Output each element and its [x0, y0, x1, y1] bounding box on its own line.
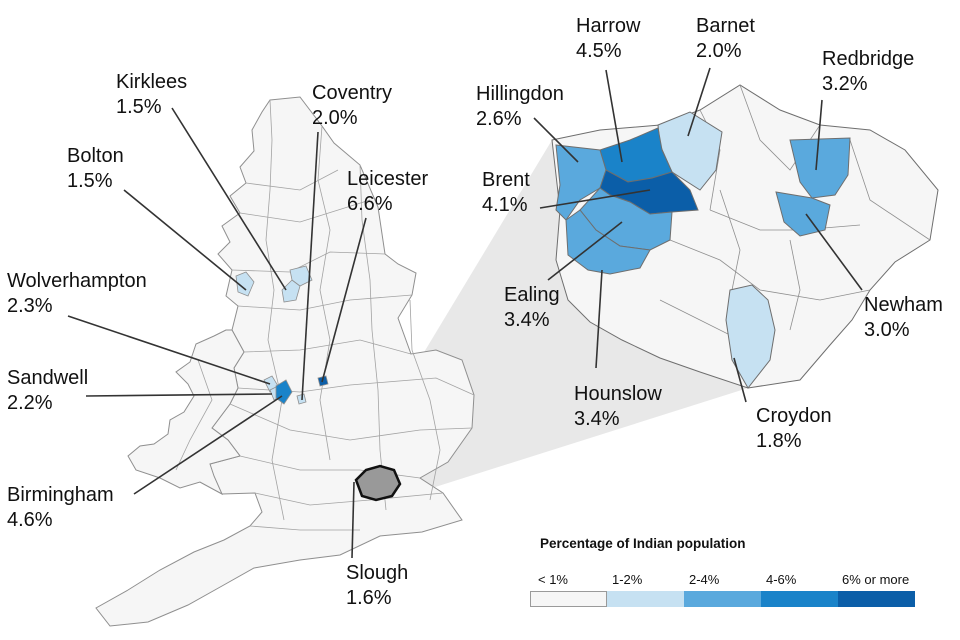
- newham-label: Newham 3.0%: [864, 293, 943, 343]
- redbridge-line: [815, 99, 823, 171]
- legend-swatch-over6: [838, 591, 915, 607]
- ealing-value: 3.4%: [504, 309, 550, 331]
- redbridge-name: Redbridge: [822, 48, 915, 70]
- coventry-line: [301, 131, 319, 401]
- hillingdon-name: Hillingdon: [476, 83, 564, 105]
- legend-label-under1: < 1%: [538, 572, 568, 587]
- leicester-value: 6.6%: [347, 193, 393, 215]
- sandwell-line: [85, 393, 273, 397]
- croydon-name: Croydon: [756, 405, 832, 427]
- brent-label: Brent 4.1%: [482, 168, 530, 218]
- hillingdon-line: [533, 117, 579, 163]
- ealing-line: [547, 221, 623, 281]
- newham-value: 3.0%: [864, 319, 910, 341]
- legend-swatch-1to2: [607, 591, 684, 607]
- harrow-label: Harrow 4.5%: [576, 14, 640, 64]
- kirklees-area: [281, 279, 301, 303]
- kirklees-name: Kirklees: [116, 71, 188, 93]
- croydon-inset: [725, 284, 776, 389]
- croydon-line: [733, 357, 747, 403]
- hounslow-inset: [565, 209, 651, 275]
- wolverhampton-line: [67, 315, 271, 385]
- wolverhampton-name: Wolverhampton: [7, 270, 147, 292]
- hounslow-line: [595, 269, 603, 369]
- birmingham-line: [133, 395, 283, 495]
- legend-swatch-2to4: [684, 591, 761, 607]
- redbridge-label: Redbridge 3.2%: [822, 47, 914, 97]
- bolton-label: Bolton 1.5%: [67, 144, 124, 194]
- legend-swatch-under1: [530, 591, 607, 607]
- bolton-value: 1.5%: [67, 170, 113, 192]
- slough-value: 1.6%: [346, 587, 392, 609]
- legend-swatch-4to6: [761, 591, 838, 607]
- hillingdon-label: Hillingdon 2.6%: [476, 82, 564, 132]
- slough-name: Slough: [346, 562, 409, 584]
- brent-value: 4.1%: [482, 194, 528, 216]
- sandwell-label: Sandwell 2.2%: [7, 366, 88, 416]
- harrow-line: [605, 69, 623, 163]
- bolton-name: Bolton: [67, 145, 124, 167]
- kirklees-value: 1.5%: [116, 96, 162, 118]
- barnet-name: Barnet: [696, 15, 755, 37]
- birmingham-label: Birmingham 4.6%: [7, 483, 114, 533]
- legend-label-1to2: 1-2%: [612, 572, 643, 587]
- legend-title: Percentage of Indian population: [540, 536, 746, 551]
- legend-label-2to4: 2-4%: [689, 572, 720, 587]
- coventry-label: Coventry 2.0%: [312, 81, 392, 131]
- hillingdon-inset: [555, 144, 607, 221]
- wales-outline: [127, 329, 245, 496]
- brent-line: [539, 189, 651, 209]
- hounslow-label: Hounslow 3.4%: [574, 382, 662, 432]
- wolverhampton-label: Wolverhampton 2.3%: [7, 269, 147, 319]
- redbridge-inset: [789, 137, 851, 199]
- london-area: [354, 464, 402, 502]
- birmingham-name: Birmingham: [7, 484, 114, 506]
- london-inset: [551, 84, 939, 389]
- sandwell-name: Sandwell: [7, 367, 89, 389]
- legend-label-4to6: 4-6%: [766, 572, 797, 587]
- legend-label-over6: 6% or more: [842, 572, 910, 587]
- sandwell-value: 2.2%: [7, 392, 53, 414]
- slough-line: [351, 481, 355, 559]
- hillingdon-value: 2.6%: [476, 108, 522, 130]
- internal-borders: [175, 99, 475, 531]
- wolverhampton-value: 2.3%: [7, 295, 53, 317]
- leicester-line: [321, 217, 367, 383]
- croydon-label: Croydon 1.8%: [756, 404, 832, 454]
- redbridge-value: 3.2%: [822, 73, 868, 95]
- barnet-line: [687, 67, 711, 137]
- bolton-line: [123, 189, 247, 291]
- newham-inset: [775, 191, 831, 237]
- kirklees-label: Kirklees 1.5%: [116, 70, 187, 120]
- newham-name: Newham: [864, 294, 943, 316]
- kirklees-north-area: [289, 265, 313, 287]
- ealing-label: Ealing 3.4%: [504, 283, 560, 333]
- croydon-value: 1.8%: [756, 430, 802, 452]
- harrow-name: Harrow: [576, 15, 641, 37]
- leicester-name: Leicester: [347, 168, 429, 190]
- barnet-label: Barnet 2.0%: [696, 14, 755, 64]
- newham-line: [805, 213, 863, 291]
- kirklees-line: [171, 107, 287, 291]
- brent-name: Brent: [482, 169, 530, 191]
- hounslow-value: 3.4%: [574, 408, 620, 430]
- harrow-value: 4.5%: [576, 40, 622, 62]
- bolton-area: [235, 271, 255, 297]
- coventry-value: 2.0%: [312, 107, 358, 129]
- barnet-value: 2.0%: [696, 40, 742, 62]
- leicester-label: Leicester 6.6%: [347, 167, 428, 217]
- birmingham-value: 4.6%: [7, 509, 53, 531]
- highlighted-areas: [235, 265, 402, 502]
- slough-label: Slough 1.6%: [346, 561, 408, 611]
- hounslow-name: Hounslow: [574, 383, 662, 405]
- ealing-name: Ealing: [504, 284, 560, 306]
- leader-lines: [67, 67, 863, 559]
- coventry-name: Coventry: [312, 82, 393, 104]
